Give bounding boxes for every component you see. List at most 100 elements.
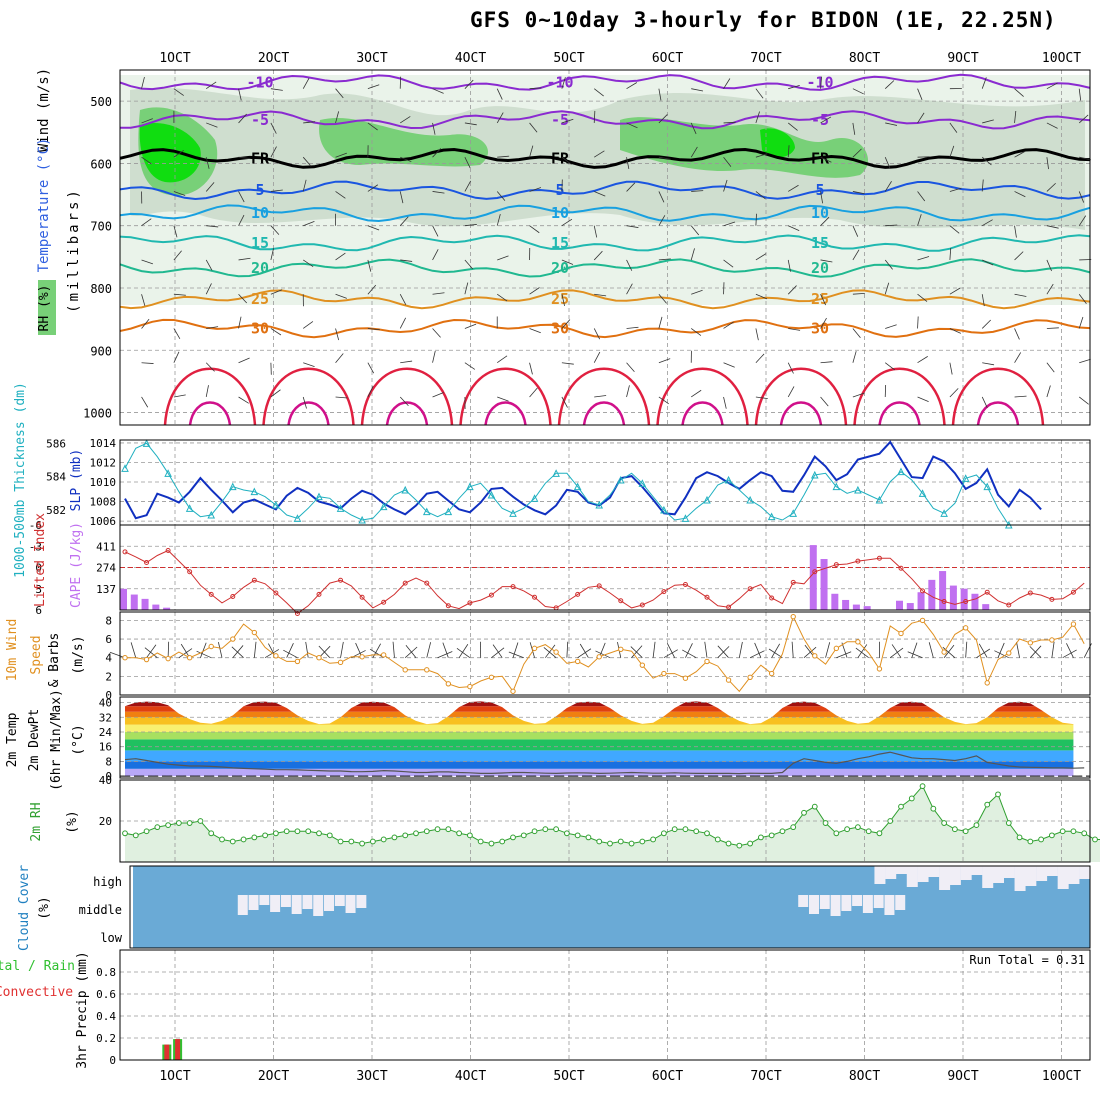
run-total-label: Run Total = 0.31 bbox=[969, 953, 1085, 967]
wind-point bbox=[445, 681, 452, 687]
lifted-label: Lifted Index bbox=[33, 513, 48, 607]
wind-barb bbox=[1014, 352, 1022, 363]
lifted-point bbox=[747, 586, 753, 592]
cape-bar bbox=[971, 593, 979, 610]
thickness-point bbox=[595, 500, 604, 509]
thickness-point bbox=[940, 509, 948, 517]
cloud-gap bbox=[993, 866, 1004, 883]
wind-barb bbox=[852, 191, 865, 195]
cape-bar bbox=[120, 588, 127, 610]
wind-barb bbox=[917, 191, 926, 202]
wind-barb bbox=[232, 645, 244, 658]
wind-barb bbox=[723, 259, 734, 268]
wind-barb bbox=[464, 362, 476, 370]
cloud-middle-label: middle bbox=[79, 903, 122, 917]
temp-band bbox=[125, 711, 1074, 718]
isotherm-line bbox=[119, 204, 1091, 223]
cape-label: CAPE (J/kg) bbox=[69, 522, 84, 608]
isotherm-label: 5 bbox=[555, 181, 564, 199]
wind-barb bbox=[658, 191, 665, 203]
wind-barb bbox=[825, 642, 831, 658]
isotherm-line bbox=[119, 318, 1091, 339]
wind-point bbox=[1027, 640, 1034, 646]
lifted-point bbox=[1027, 590, 1033, 596]
convective-label: Convective bbox=[0, 985, 73, 1000]
wind-point bbox=[812, 653, 818, 659]
wind-barb bbox=[690, 146, 698, 158]
wind-point bbox=[941, 649, 947, 655]
lifted-point bbox=[984, 589, 990, 595]
chart-title: GFS 0~10day 3-hourly for BIDON (1E, 22.2… bbox=[470, 8, 1057, 32]
wind-barb bbox=[723, 221, 736, 227]
wind-barb bbox=[464, 79, 474, 89]
wind-barb bbox=[593, 88, 604, 97]
wind-barb bbox=[594, 293, 607, 297]
wind-barb bbox=[917, 214, 922, 226]
rh-point bbox=[757, 834, 764, 841]
rh-point bbox=[326, 832, 333, 839]
y-tick-label: 4 bbox=[105, 652, 112, 665]
cloud-gap bbox=[971, 866, 983, 875]
wind-barb bbox=[141, 76, 145, 89]
y-tick-label: 600 bbox=[90, 157, 112, 171]
total-rain-label: Total / Rain bbox=[0, 959, 75, 974]
wind-barb bbox=[717, 645, 729, 658]
wind-barb bbox=[206, 326, 219, 329]
isotherm-arc bbox=[360, 367, 454, 426]
lifted-point bbox=[812, 569, 818, 575]
wind-barb bbox=[981, 396, 988, 409]
lifted-point bbox=[122, 549, 128, 555]
wind-barb bbox=[593, 110, 596, 123]
wind-barb bbox=[942, 646, 956, 658]
wind-barb bbox=[238, 357, 250, 364]
wind-barb bbox=[593, 225, 598, 238]
wind-point bbox=[984, 680, 990, 686]
isotherm-label: FR bbox=[251, 149, 270, 167]
wind-barb bbox=[302, 396, 307, 409]
wind-barb bbox=[1078, 396, 1089, 405]
thickness-point bbox=[142, 439, 151, 447]
wind-point bbox=[747, 674, 753, 680]
wind-point bbox=[337, 659, 344, 666]
wind-barb bbox=[205, 283, 212, 295]
thickness-point bbox=[509, 509, 517, 517]
wind-barb bbox=[367, 284, 377, 295]
cape-bar bbox=[960, 588, 968, 610]
rh-point bbox=[876, 830, 883, 837]
rh-point bbox=[1070, 828, 1077, 835]
wind-barb bbox=[178, 648, 193, 659]
wind-barb bbox=[852, 351, 857, 363]
thickness-point bbox=[336, 504, 345, 512]
wind-barb bbox=[1014, 88, 1024, 97]
wind-barb bbox=[458, 644, 469, 658]
isotherm-label: FR bbox=[551, 149, 570, 167]
x-tick-label: 5OCT bbox=[553, 51, 584, 66]
wind-barb bbox=[496, 112, 504, 124]
temperature-label: Temperature (°C) bbox=[36, 138, 52, 273]
wind-barb bbox=[852, 148, 862, 158]
wind-barb bbox=[626, 259, 633, 271]
wind-barb bbox=[594, 395, 607, 398]
wind-point bbox=[316, 654, 322, 661]
wind-barb bbox=[626, 326, 639, 329]
rh-point bbox=[477, 838, 484, 845]
cloud-gap bbox=[819, 895, 830, 909]
wind-barb bbox=[303, 362, 315, 368]
wind-barb bbox=[367, 84, 380, 90]
wind-barb bbox=[754, 642, 762, 658]
wind-barb bbox=[1029, 646, 1042, 658]
x-tick-label: 4OCT bbox=[455, 1069, 486, 1084]
wind-barb bbox=[1046, 362, 1055, 373]
wind-barb bbox=[303, 221, 315, 227]
wind-barb bbox=[658, 358, 671, 364]
wind-barb bbox=[399, 396, 409, 407]
y-axis-label: (millibars) bbox=[66, 187, 82, 313]
precip-conv-bar bbox=[164, 1044, 170, 1060]
rh-point bbox=[348, 838, 355, 845]
rh-band-70 bbox=[319, 117, 489, 167]
rh-point bbox=[596, 838, 603, 845]
isotherm-label: 10 bbox=[551, 204, 569, 222]
rh-point bbox=[208, 830, 215, 837]
rh-point bbox=[1027, 838, 1034, 845]
